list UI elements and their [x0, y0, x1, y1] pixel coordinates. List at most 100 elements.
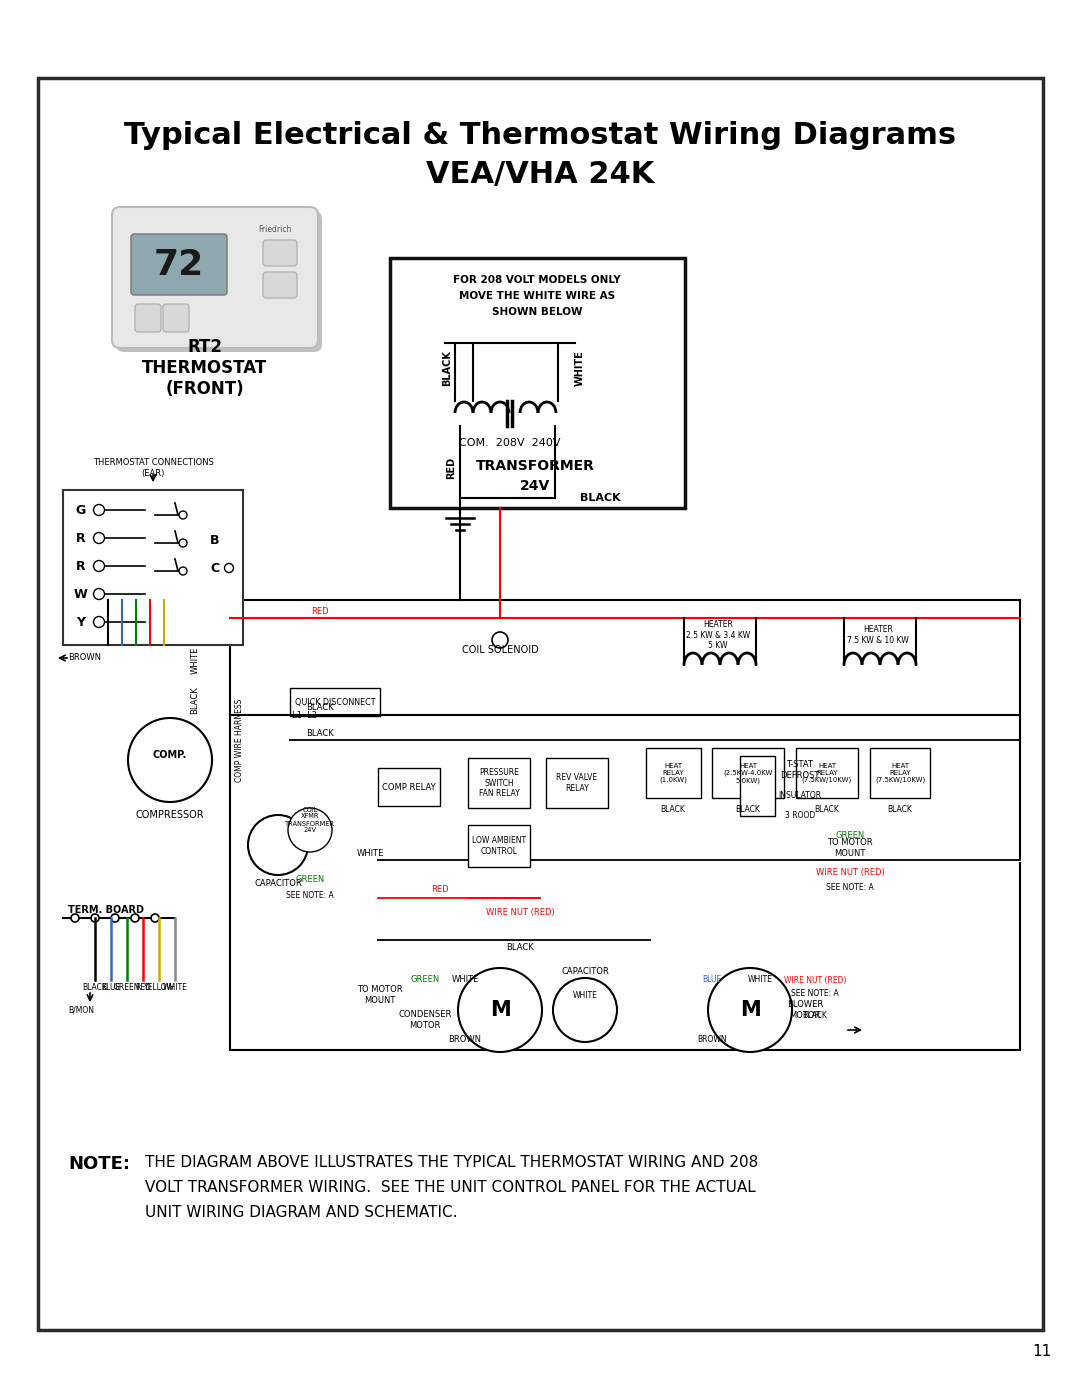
Text: QUICK DISCONNECT: QUICK DISCONNECT	[295, 697, 375, 707]
Text: BLOWER
MOTOR: BLOWER MOTOR	[787, 1000, 823, 1020]
Bar	[468, 759, 530, 807]
Text: WHITE: WHITE	[572, 990, 597, 999]
Text: GREEN: GREEN	[835, 830, 865, 840]
Text: BLACK: BLACK	[82, 983, 107, 992]
Circle shape	[71, 914, 79, 922]
Text: YELLOW: YELLOW	[144, 983, 175, 992]
Text: TRANSFORMER: TRANSFORMER	[475, 460, 594, 474]
Circle shape	[131, 914, 139, 922]
Text: WIRE NUT (RED): WIRE NUT (RED)	[486, 908, 554, 916]
Text: RT2
THERMOSTAT
(FRONT): RT2 THERMOSTAT (FRONT)	[143, 338, 268, 398]
Text: GREEN: GREEN	[410, 975, 440, 985]
Text: GREEN: GREEN	[295, 876, 325, 884]
Text: GREEN: GREEN	[113, 983, 140, 992]
Bar	[796, 747, 858, 798]
Text: BROWN: BROWN	[698, 1035, 727, 1045]
Bar	[740, 756, 775, 816]
Text: COMP RELAY: COMP RELAY	[382, 782, 436, 792]
Text: SEE NOTE: A: SEE NOTE: A	[826, 883, 874, 893]
Text: WHITE: WHITE	[575, 351, 585, 386]
Text: WIRE NUT (RED): WIRE NUT (RED)	[815, 868, 885, 876]
Text: B: B	[211, 534, 219, 546]
Circle shape	[94, 504, 105, 515]
Circle shape	[553, 978, 617, 1042]
Text: REV VALVE
RELAY: REV VALVE RELAY	[556, 774, 597, 792]
Text: VEA/VHA 24K: VEA/VHA 24K	[426, 161, 654, 190]
Text: BLACK: BLACK	[814, 806, 839, 814]
Text: BLACK: BLACK	[580, 493, 620, 503]
Text: HEATER
7.5 KW & 10 KW: HEATER 7.5 KW & 10 KW	[847, 626, 909, 644]
Text: HEAT
(2.5KW-4.0KW
5.0KW): HEAT (2.5KW-4.0KW 5.0KW)	[724, 763, 772, 784]
Circle shape	[248, 814, 308, 875]
Text: RED: RED	[135, 983, 151, 992]
Circle shape	[179, 567, 187, 576]
Text: 24V: 24V	[519, 479, 550, 493]
Text: HEAT
RELAY
(7.5KW/10KW): HEAT RELAY (7.5KW/10KW)	[801, 763, 852, 784]
Text: COM.  208V  240V: COM. 208V 240V	[459, 439, 561, 448]
Text: HEAT
RELAY
(1.0KW): HEAT RELAY (1.0KW)	[659, 763, 687, 784]
Text: RED: RED	[431, 886, 449, 894]
Text: L1  L2: L1 L2	[293, 711, 318, 719]
Bar	[63, 490, 243, 645]
Bar	[468, 826, 530, 868]
Text: M: M	[489, 1000, 511, 1020]
Circle shape	[94, 616, 105, 627]
Circle shape	[225, 563, 233, 573]
Text: WHITE: WHITE	[190, 647, 200, 673]
Text: G: G	[76, 503, 86, 517]
Text: THERMOSTAT CONNECTIONS
(EAR): THERMOSTAT CONNECTIONS (EAR)	[93, 458, 214, 478]
FancyBboxPatch shape	[112, 207, 318, 348]
Text: BLUE: BLUE	[102, 983, 121, 992]
Text: CAPACITOR: CAPACITOR	[562, 968, 609, 977]
Text: Typical Electrical & Thermostat Wiring Diagrams: Typical Electrical & Thermostat Wiring D…	[124, 120, 956, 149]
Bar	[646, 747, 701, 798]
Circle shape	[129, 718, 212, 802]
Text: PRESSURE
SWITCH
FAN RELAY: PRESSURE SWITCH FAN RELAY	[478, 768, 519, 798]
Text: LOW AMBIENT
CONTROL: LOW AMBIENT CONTROL	[472, 837, 526, 856]
Text: SEE NOTE: A: SEE NOTE: A	[286, 891, 334, 901]
Circle shape	[708, 968, 792, 1052]
Circle shape	[458, 968, 542, 1052]
Text: BLACK: BLACK	[306, 704, 334, 712]
FancyBboxPatch shape	[264, 240, 297, 265]
Text: WHITE: WHITE	[163, 983, 188, 992]
Text: BLACK: BLACK	[306, 728, 334, 738]
Bar	[38, 78, 1043, 1330]
Text: BLACK: BLACK	[507, 943, 534, 953]
Text: WHITE: WHITE	[451, 975, 478, 985]
Text: BLACK: BLACK	[661, 806, 686, 814]
Text: BLUE: BLUE	[702, 975, 721, 985]
Text: TO MOTOR
MOUNT: TO MOTOR MOUNT	[827, 838, 873, 858]
Text: BROWN: BROWN	[68, 654, 102, 662]
Text: WIRE NUT (RED): WIRE NUT (RED)	[784, 975, 847, 985]
Text: WHITE: WHITE	[747, 975, 772, 985]
Bar	[870, 747, 930, 798]
Text: T-STAT
DEFROST: T-STAT DEFROST	[781, 760, 820, 780]
Circle shape	[151, 914, 159, 922]
Text: BROWN: BROWN	[448, 1035, 482, 1045]
Bar	[546, 759, 608, 807]
Text: B/MON: B/MON	[68, 1006, 94, 1014]
Text: TERM. BOARD: TERM. BOARD	[68, 905, 144, 915]
Text: WHITE: WHITE	[356, 848, 383, 858]
Text: COMPRESSOR: COMPRESSOR	[136, 810, 204, 820]
FancyBboxPatch shape	[264, 272, 297, 298]
Bar	[378, 768, 440, 806]
Text: UNIT WIRING DIAGRAM AND SCHEMATIC.: UNIT WIRING DIAGRAM AND SCHEMATIC.	[145, 1206, 458, 1220]
Text: R: R	[77, 531, 85, 545]
Text: COIL
XFMR
TRANSFORMER
24V: COIL XFMR TRANSFORMER 24V	[285, 806, 335, 834]
Circle shape	[94, 532, 105, 543]
Text: 72: 72	[153, 249, 204, 282]
Text: RED: RED	[446, 457, 456, 479]
Text: CAPACITOR: CAPACITOR	[254, 879, 302, 887]
Circle shape	[94, 588, 105, 599]
Text: M: M	[740, 1000, 760, 1020]
Circle shape	[111, 914, 119, 922]
Circle shape	[179, 539, 187, 548]
Bar	[230, 599, 1020, 1051]
Text: COIL SOLENOID: COIL SOLENOID	[461, 645, 538, 655]
Text: RED: RED	[311, 608, 328, 616]
Text: THE DIAGRAM ABOVE ILLUSTRATES THE TYPICAL THERMOSTAT WIRING AND 208: THE DIAGRAM ABOVE ILLUSTRATES THE TYPICA…	[145, 1155, 758, 1171]
Bar	[291, 687, 380, 717]
Circle shape	[492, 631, 508, 648]
